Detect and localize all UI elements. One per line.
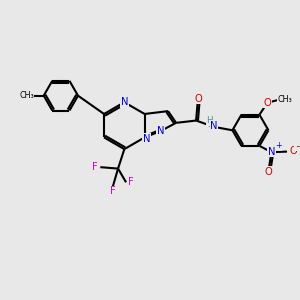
Text: N: N — [142, 134, 150, 144]
Text: F: F — [128, 177, 134, 187]
Text: N: N — [268, 147, 275, 157]
Text: O: O — [289, 146, 297, 156]
Text: O: O — [265, 167, 272, 177]
Text: N: N — [210, 121, 218, 131]
Text: N: N — [121, 97, 128, 107]
Text: F: F — [92, 162, 98, 172]
Text: F: F — [110, 187, 116, 196]
Text: O: O — [264, 98, 271, 108]
Text: CH₃: CH₃ — [278, 95, 292, 104]
Text: O: O — [194, 94, 202, 104]
Text: +: + — [275, 141, 282, 150]
Text: H: H — [206, 116, 213, 125]
Text: −: − — [295, 142, 300, 151]
Text: N: N — [157, 126, 164, 136]
Text: CH₃: CH₃ — [19, 91, 34, 100]
